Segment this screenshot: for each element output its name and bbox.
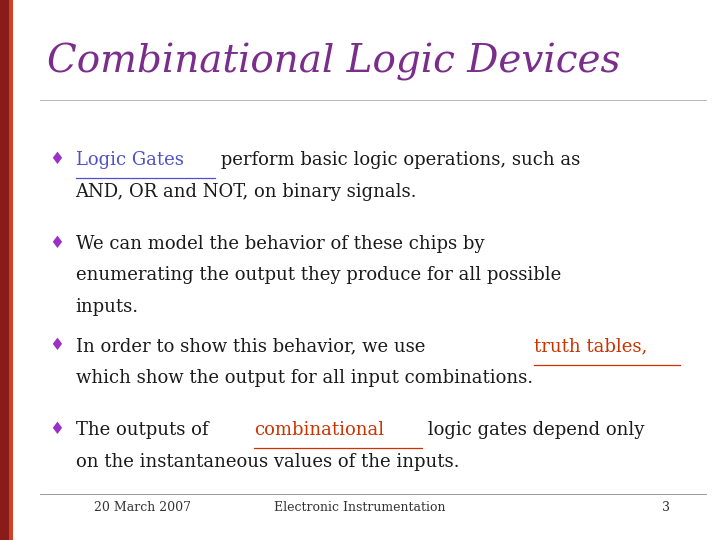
Text: AND, OR and NOT, on binary signals.: AND, OR and NOT, on binary signals. xyxy=(76,183,417,200)
Text: 20 March 2007: 20 March 2007 xyxy=(94,501,191,514)
Text: 3: 3 xyxy=(662,501,670,514)
Text: ♦: ♦ xyxy=(49,338,64,354)
Text: logic gates depend only: logic gates depend only xyxy=(422,421,644,439)
Text: combinational: combinational xyxy=(254,421,384,439)
Text: In order to show this behavior, we use: In order to show this behavior, we use xyxy=(76,338,431,355)
Text: inputs.: inputs. xyxy=(76,298,139,315)
Text: perform basic logic operations, such as: perform basic logic operations, such as xyxy=(215,151,580,169)
Text: truth tables,: truth tables, xyxy=(534,338,647,355)
Text: ♦: ♦ xyxy=(49,421,64,438)
Text: Logic Gates: Logic Gates xyxy=(76,151,184,169)
Text: ♦: ♦ xyxy=(49,151,64,168)
Text: which show the output for all input combinations.: which show the output for all input comb… xyxy=(76,369,533,387)
Text: Combinational Logic Devices: Combinational Logic Devices xyxy=(47,43,621,81)
Text: ♦: ♦ xyxy=(49,235,64,252)
Bar xyxy=(9,0,13,540)
Text: Electronic Instrumentation: Electronic Instrumentation xyxy=(274,501,446,514)
Text: The outputs of: The outputs of xyxy=(76,421,214,439)
Text: enumerating the output they produce for all possible: enumerating the output they produce for … xyxy=(76,266,561,284)
Text: We can model the behavior of these chips by: We can model the behavior of these chips… xyxy=(76,235,484,253)
Text: on the instantaneous values of the inputs.: on the instantaneous values of the input… xyxy=(76,453,459,470)
Bar xyxy=(0,0,9,540)
